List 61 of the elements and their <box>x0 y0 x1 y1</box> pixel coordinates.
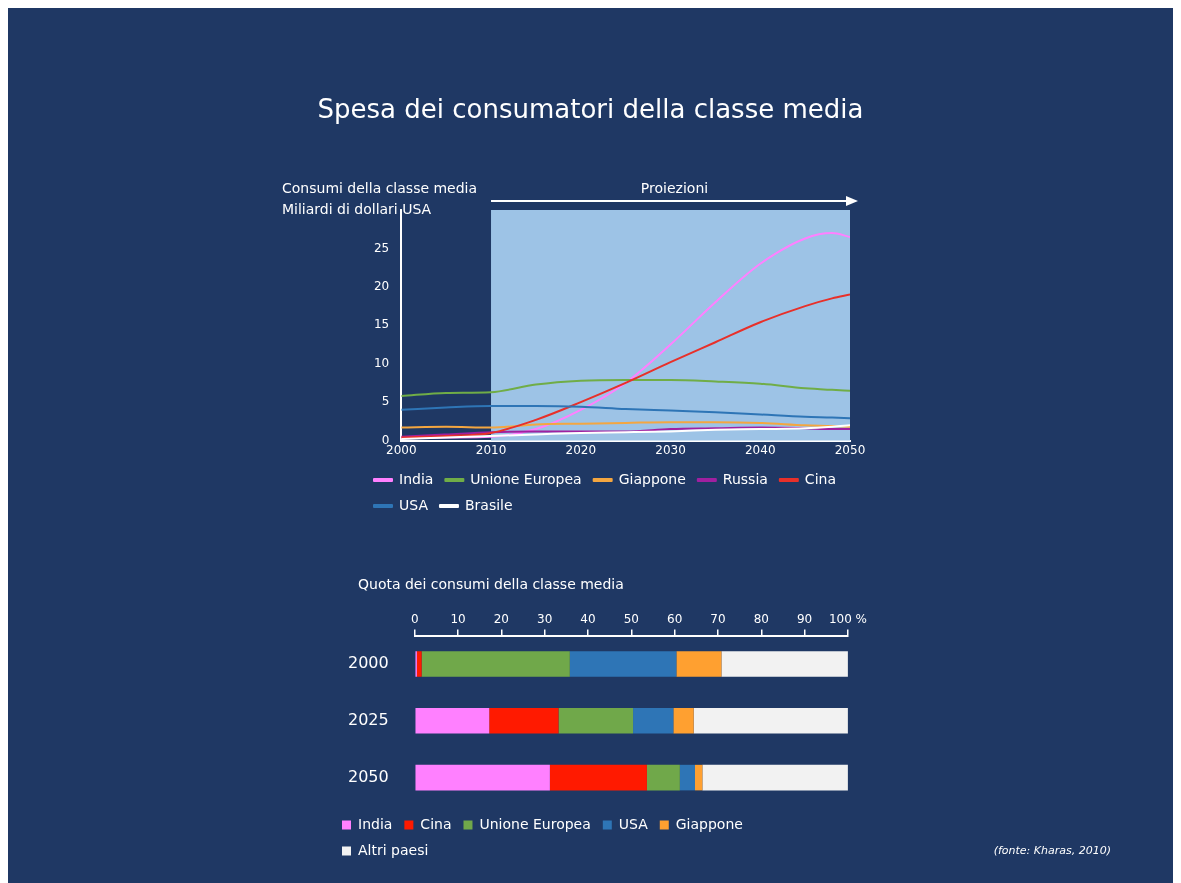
y-tick-label: 2000 <box>348 653 389 673</box>
bar <box>489 708 559 734</box>
x-tick-label: 10 <box>450 611 466 626</box>
x-tick-label: 40 <box>580 611 596 626</box>
line-series <box>401 405 850 420</box>
x-tick-label: 2040 <box>744 442 776 457</box>
bar <box>569 651 677 677</box>
y-tick-label: 25 <box>373 240 390 255</box>
text: (fonte: Kharas, 2010) <box>993 844 1111 857</box>
bar <box>549 764 647 791</box>
bar <box>646 764 680 791</box>
x-tick-label: 50 <box>623 611 639 626</box>
legend-label: India <box>399 470 434 487</box>
bar <box>415 764 550 791</box>
x-tick-label: 2020 <box>565 442 597 457</box>
legend-label: Giappone <box>618 470 686 487</box>
bar <box>679 764 696 791</box>
x-tick-label: 70 <box>710 611 726 626</box>
y-tick-label: 2025 <box>348 709 389 729</box>
legend-label: Cina <box>420 815 452 832</box>
x-tick-label: 60 <box>667 611 683 626</box>
x-tick-label: 2010 <box>475 442 507 457</box>
legend-label: Russia <box>722 470 768 487</box>
legend-label: India <box>358 815 393 832</box>
y-tick-label: 10 <box>373 355 390 370</box>
x-tick-label: 80 <box>753 611 769 626</box>
bar <box>558 708 634 734</box>
x-tick-label: 2050 <box>834 442 866 457</box>
chart-title: Spesa dei consumatori della classe media <box>316 94 865 124</box>
line-series <box>401 378 850 398</box>
legend-label: Giappone <box>675 815 743 832</box>
bar <box>415 708 490 734</box>
y-tick-label: 2050 <box>348 766 389 786</box>
band-label: Proiezioni <box>640 179 709 196</box>
chart-title: Quota dei consumi della classe media <box>358 576 624 592</box>
x-tick-label: 90 <box>796 611 813 626</box>
bar <box>695 764 703 791</box>
x-tick-label: 2030 <box>655 442 686 457</box>
legend-label: USA <box>618 815 649 832</box>
bar <box>673 708 694 734</box>
x-tick-label: 30 <box>537 611 553 626</box>
y-tick-label: 15 <box>373 317 390 332</box>
y-axis-title: Consumi della classe media Miliardi di dollari USA <box>282 179 478 219</box>
x-tick-label: 20 <box>493 611 509 626</box>
bar <box>693 708 848 734</box>
bar <box>416 651 422 677</box>
bar <box>633 708 674 734</box>
y-tick-label: 20 <box>373 278 390 293</box>
x-tick-label: 0 <box>410 611 419 626</box>
bar <box>421 651 570 677</box>
x-tick-label: 100 % <box>828 611 867 626</box>
legend-label: Unione Europea <box>470 470 582 487</box>
bar <box>676 651 722 677</box>
bar <box>721 651 848 677</box>
legend-label: Cina <box>804 470 836 487</box>
y-tick-label: 5 <box>381 394 390 409</box>
legend-label: USA <box>399 496 429 513</box>
legend-label: Altri paesi <box>358 841 429 858</box>
bar <box>702 764 848 791</box>
legend-label: Brasile <box>464 496 513 513</box>
legend-label: Unione Europea <box>479 815 591 832</box>
